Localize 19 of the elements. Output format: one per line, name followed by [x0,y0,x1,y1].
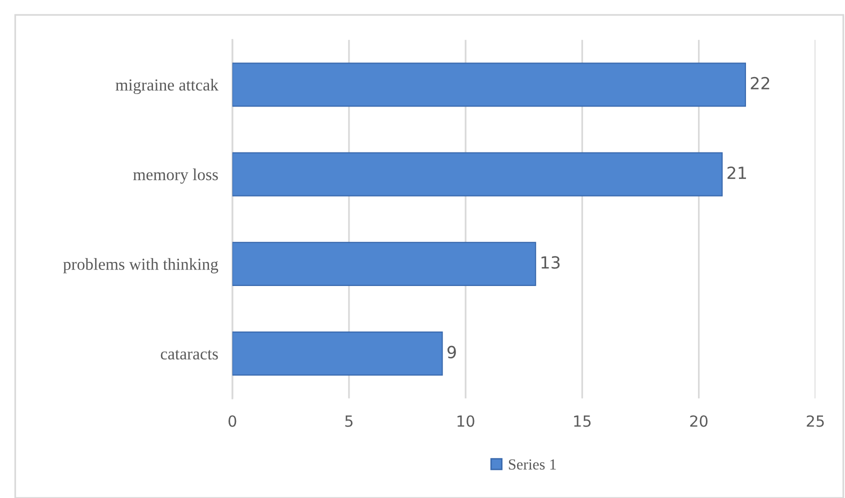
data-label: 13 [542,256,560,269]
bar [232,332,443,376]
y-tick-label: memory loss [133,168,218,184]
y-tick-label: cataracts [160,350,218,360]
x-tick-label: 20 [690,415,708,427]
x-tick-label: 15 [574,416,591,427]
bar [232,242,536,286]
bar [232,152,723,196]
x-tick-label: 10 [458,415,474,427]
x-tick-label: 5 [345,416,353,427]
y-tick-label: problems with thinking [63,258,218,274]
x-tick-label: 25 [806,415,824,427]
data-label: 9 [447,346,456,358]
bar [232,62,746,107]
x-tick-label: 0 [228,415,236,427]
y-tick-label: migraine attcak [116,78,218,94]
data-label: 22 [750,76,770,90]
data-label: 21 [728,166,746,179]
legend-label: Series 1 [508,459,556,470]
